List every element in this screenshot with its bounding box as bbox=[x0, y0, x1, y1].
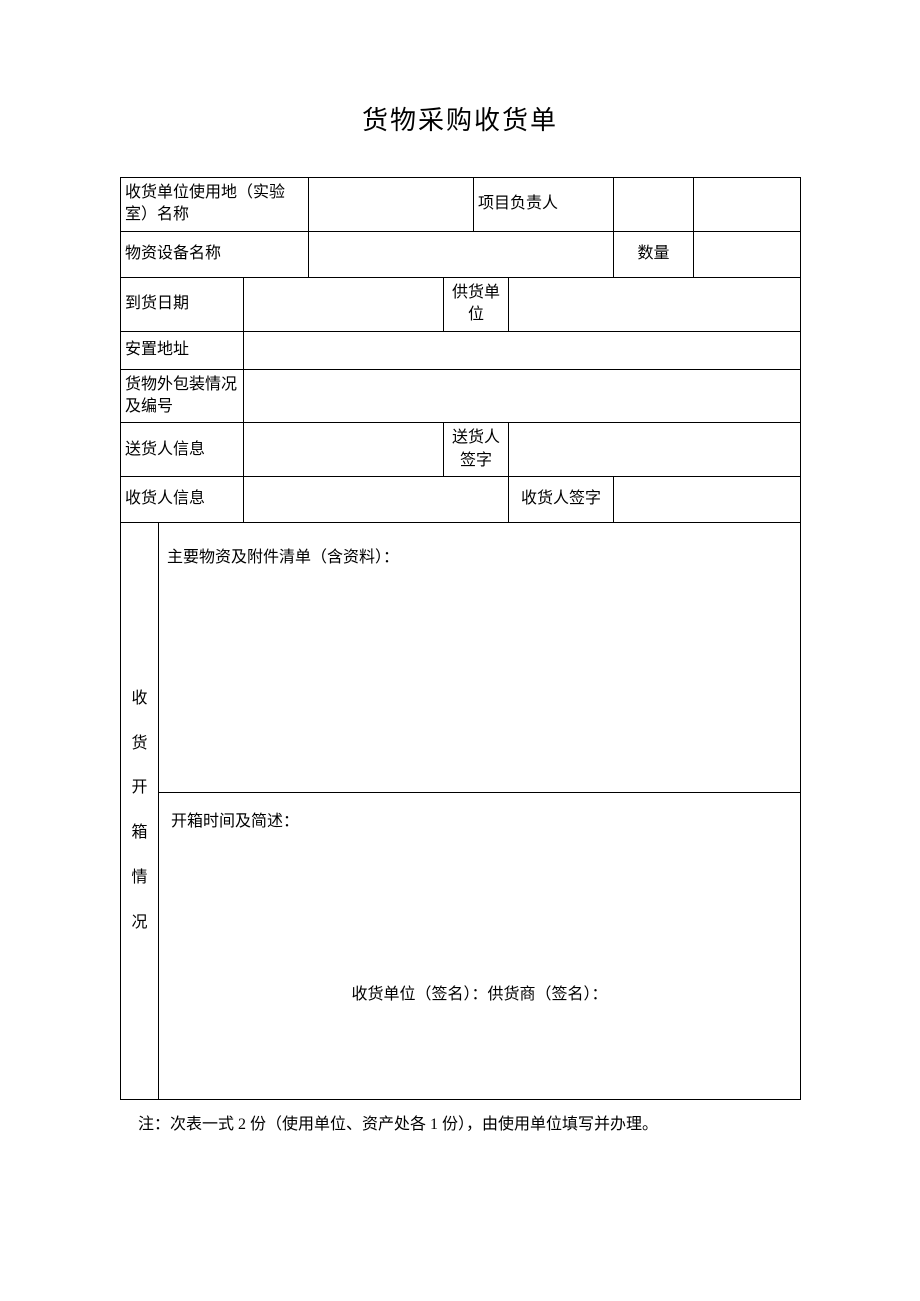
field-delivery-info bbox=[244, 423, 444, 477]
label-materials-list: 主要物资及附件清单（含资料）： bbox=[167, 531, 792, 569]
vertical-text-char2: 货 bbox=[125, 722, 154, 767]
label-signatures: 收货单位（签名）：供货商（签名）： bbox=[167, 984, 792, 1006]
label-unbox-time: 开箱时间及简述： bbox=[171, 811, 788, 833]
label-packaging: 货物外包装情况及编号 bbox=[121, 369, 244, 423]
field-receiver-sign bbox=[614, 477, 801, 523]
field-project-leader bbox=[614, 178, 694, 232]
field-receiving-unit bbox=[309, 178, 474, 232]
field-placement-address bbox=[244, 331, 801, 369]
label-equipment-name: 物资设备名称 bbox=[121, 231, 309, 277]
field-arrival-date bbox=[244, 277, 444, 331]
label-receiving-unit: 收货单位使用地（实验室）名称 bbox=[121, 178, 309, 232]
label-delivery-info: 送货人信息 bbox=[121, 423, 244, 477]
section-materials-list: 主要物资及附件清单（含资料）： bbox=[159, 523, 801, 793]
label-receiver-info: 收货人信息 bbox=[121, 477, 244, 523]
footnote: 注：次表一式 2 份（使用单位、资产处各 1 份），由使用单位填写并办理。 bbox=[120, 1110, 800, 1134]
vertical-text-char4: 箱 bbox=[125, 811, 154, 856]
vertical-text-char6: 况 bbox=[125, 901, 154, 946]
field-packaging bbox=[244, 369, 801, 423]
receipt-table: 收货单位使用地（实验室）名称 项目负责人 物资设备名称 数量 到货日期 供货单位… bbox=[120, 177, 801, 1100]
label-placement-address: 安置地址 bbox=[121, 331, 244, 369]
label-supplier-unit: 供货单位 bbox=[444, 277, 509, 331]
label-delivery-sign: 送货人签字 bbox=[444, 423, 509, 477]
label-project-leader: 项目负责人 bbox=[474, 178, 614, 232]
section-unbox-description: 开箱时间及简述： 收货单位（签名）：供货商（签名）： bbox=[159, 793, 801, 1100]
vertical-text-char5: 情 bbox=[125, 856, 154, 901]
field-project-leader-extra bbox=[694, 178, 801, 232]
field-quantity bbox=[694, 231, 801, 277]
field-supplier-unit bbox=[509, 277, 801, 331]
field-receiver-info bbox=[244, 477, 509, 523]
document-title: 货物采购收货单 bbox=[120, 100, 800, 137]
vertical-text-char1: 收 bbox=[125, 677, 154, 722]
field-delivery-sign bbox=[509, 423, 801, 477]
vertical-text-char3: 开 bbox=[125, 766, 154, 811]
label-unboxing-situation: 收 货 开 箱 情 况 bbox=[121, 523, 159, 1100]
label-arrival-date: 到货日期 bbox=[121, 277, 244, 331]
field-equipment-name bbox=[309, 231, 614, 277]
label-receiver-sign: 收货人签字 bbox=[509, 477, 614, 523]
label-quantity: 数量 bbox=[614, 231, 694, 277]
